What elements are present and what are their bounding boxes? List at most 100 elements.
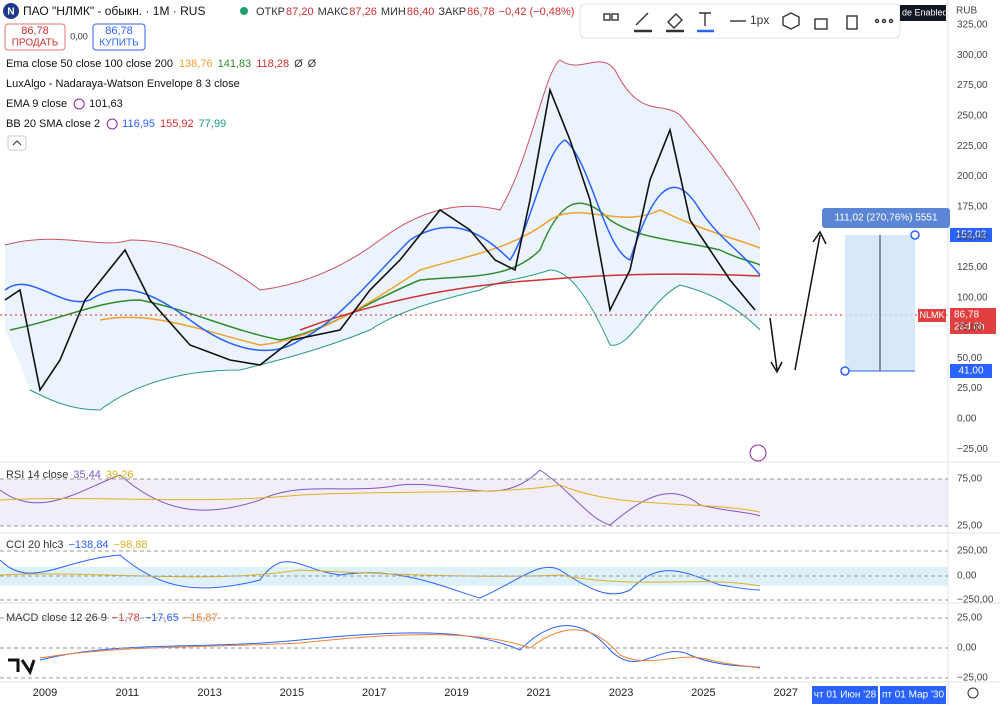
indicator-value: 141,83 bbox=[218, 58, 252, 70]
indicator-value: Ø bbox=[294, 58, 303, 70]
indicator-value: 118,28 bbox=[256, 58, 289, 70]
rsi-ma bbox=[0, 484, 761, 513]
price-tick: 175,00 bbox=[957, 201, 988, 212]
spread: 0,00 bbox=[70, 31, 88, 41]
icon[interactable] bbox=[667, 13, 683, 29]
event-icon[interactable] bbox=[749, 444, 767, 462]
pane-value: −1,78 bbox=[112, 612, 140, 624]
symbol-label: NLMK bbox=[919, 310, 944, 320]
tv-logo bbox=[8, 658, 36, 676]
indicator-name: EMA 9 close bbox=[6, 98, 67, 110]
price-tick: 300,00 bbox=[957, 50, 988, 61]
year-label: 2015 bbox=[280, 687, 304, 699]
ohlc-open: 87,20 bbox=[286, 6, 314, 18]
lower-marker bbox=[950, 364, 992, 378]
icon[interactable] bbox=[611, 13, 619, 21]
icon[interactable] bbox=[603, 13, 611, 21]
pane-value: −15,87 bbox=[184, 612, 218, 624]
indicator-name: Ema close 50 close 100 close 200 bbox=[6, 58, 173, 70]
indicator-value: 116,95 bbox=[122, 118, 155, 130]
indicator-value: 77,99 bbox=[199, 118, 227, 130]
price-tick: 250,00 bbox=[957, 111, 988, 122]
collapse-button[interactable] bbox=[7, 135, 27, 151]
countdown: 28d 8h bbox=[954, 322, 985, 333]
upper-band bbox=[4, 59, 761, 291]
icon[interactable] bbox=[635, 12, 649, 26]
sell-price: 86,78 bbox=[21, 25, 49, 37]
ohlc-high-label: МАКС bbox=[318, 6, 349, 18]
pane-value: −138,84 bbox=[68, 539, 108, 551]
price-tick: 0,00 bbox=[957, 414, 977, 425]
ohlc-low-label: МИН bbox=[381, 6, 406, 18]
pane-tick: 250,00 bbox=[957, 546, 988, 557]
settings-icon[interactable] bbox=[967, 687, 979, 699]
year-label: 2019 bbox=[444, 687, 468, 699]
year-label: 2017 bbox=[362, 687, 386, 699]
ema-100 bbox=[9, 202, 761, 341]
currency[interactable]: RUB bbox=[956, 6, 977, 17]
ohlc-low: 86,40 bbox=[407, 6, 435, 18]
pane-tick: 25,00 bbox=[957, 521, 982, 532]
rsi-line bbox=[0, 469, 761, 526]
settings-icon bbox=[106, 118, 118, 130]
pane-tick: −25,00 bbox=[957, 673, 988, 684]
price-tick: 150,00 bbox=[957, 232, 988, 243]
toolbar-icons bbox=[603, 12, 894, 33]
indicator-value: 101,63 bbox=[89, 98, 123, 110]
cci-ma bbox=[0, 569, 761, 587]
cursor-start: чт 01 Июн '28 bbox=[814, 690, 877, 701]
cursor-start-bg bbox=[812, 686, 878, 704]
symbol-title[interactable]: ПАО "НЛМК" - обыкн. · 1M · RUS bbox=[23, 4, 205, 18]
measure-label: 111,02 (270,76%) 5551 bbox=[834, 213, 937, 224]
indicator-value: Ø bbox=[308, 58, 317, 70]
pane-value: 39,26 bbox=[106, 469, 134, 481]
pane-value: −98,88 bbox=[114, 539, 148, 551]
banner-text: de Enabled bbox=[902, 7, 948, 17]
line-width[interactable]: 1px bbox=[750, 13, 769, 27]
handle[interactable] bbox=[840, 366, 850, 376]
buy-button[interactable] bbox=[92, 23, 146, 51]
price-tick: 50,00 bbox=[957, 353, 982, 364]
ohlc: ОТКР 87,20 МАКС 87,26 МИН 86,40 ЗАКР 86,78 −0,42… bbox=[256, 6, 574, 18]
price-tick: 75,00 bbox=[957, 323, 982, 334]
symbol-logo bbox=[3, 3, 19, 19]
price-tick: 125,00 bbox=[957, 262, 988, 273]
indicator-name: LuxAlgo - Nadaraya-Watson Envelope 8 3 c… bbox=[6, 78, 240, 90]
lower-band bbox=[29, 269, 761, 411]
pane-tick: −250,00 bbox=[957, 595, 994, 606]
icon[interactable] bbox=[782, 12, 800, 30]
ohlc-high: 87,26 bbox=[349, 6, 377, 18]
year-label: 2025 bbox=[691, 687, 715, 699]
price-marker bbox=[950, 308, 996, 334]
ema-50 bbox=[99, 209, 761, 346]
icon[interactable] bbox=[888, 18, 894, 24]
rsi-band bbox=[0, 479, 948, 526]
pane-tick: 0,00 bbox=[957, 571, 977, 582]
handle[interactable] bbox=[910, 230, 920, 240]
price-tick: 275,00 bbox=[957, 80, 988, 91]
signal-line bbox=[39, 629, 761, 668]
icon[interactable] bbox=[814, 18, 828, 30]
sell-label: ПРОДАТЬ bbox=[12, 38, 59, 49]
icon[interactable] bbox=[846, 15, 858, 30]
cursor-end-bg bbox=[880, 686, 946, 704]
sell-button[interactable] bbox=[4, 23, 66, 51]
indicator-name: BB 20 SMA close 2 bbox=[6, 118, 100, 130]
buy-label: КУПИТЬ bbox=[99, 38, 139, 49]
year-label: 2021 bbox=[527, 687, 551, 699]
indicator-value: 155,92 bbox=[160, 118, 194, 130]
ema-200 bbox=[299, 273, 761, 331]
year-label: 2013 bbox=[197, 687, 221, 699]
year-label: 2027 bbox=[773, 687, 797, 699]
pane-name: RSI 14 close bbox=[6, 469, 68, 481]
year-label: 2011 bbox=[115, 687, 139, 699]
axes: 325,00 300,00 275,00 250,00 225,00 200,00 175,… bbox=[0, 20, 994, 699]
projection-arrows bbox=[769, 230, 827, 374]
icon[interactable] bbox=[874, 18, 880, 24]
icon[interactable] bbox=[699, 12, 711, 26]
ohlc-close-label: ЗАКР bbox=[438, 6, 466, 18]
pane-tick: 75,00 bbox=[957, 474, 982, 485]
price-tick: 200,00 bbox=[957, 171, 988, 182]
icon[interactable] bbox=[881, 18, 887, 24]
